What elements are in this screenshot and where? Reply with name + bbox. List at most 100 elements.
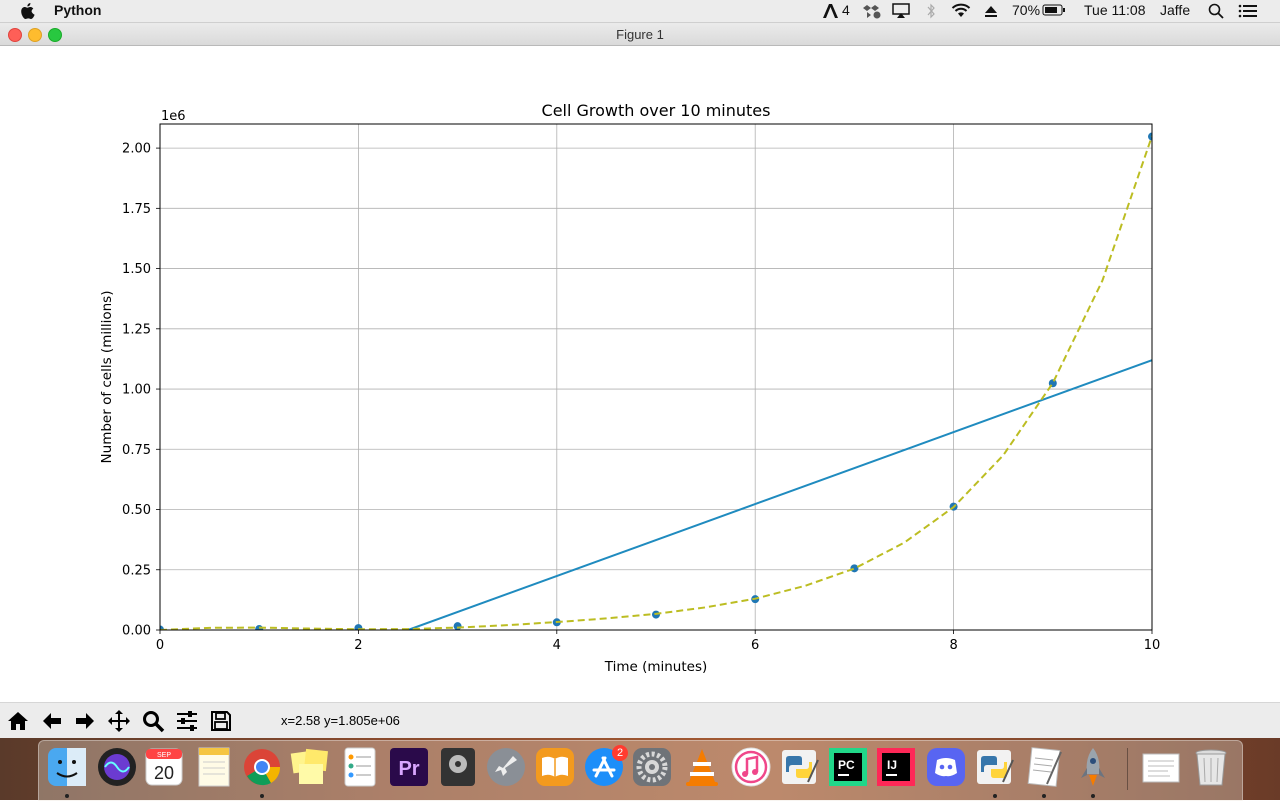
y-tick-label: 0.75 (122, 443, 151, 458)
system-preferences-icon[interactable] (631, 746, 673, 788)
y-tick-label: 1.25 (122, 322, 151, 337)
apple-icon[interactable] (20, 2, 36, 20)
preview-document-icon[interactable] (1140, 746, 1182, 788)
window-close-button[interactable] (8, 28, 22, 42)
vlc-icon[interactable] (681, 746, 723, 788)
dock-separator (1127, 748, 1128, 790)
intellij-idea-icon[interactable]: IJ (875, 746, 917, 788)
window-zoom-button[interactable] (48, 28, 62, 42)
y-tick-label: 0.50 (122, 503, 151, 518)
data-point (255, 625, 264, 630)
svg-text:Pr: Pr (398, 758, 419, 780)
user-name[interactable]: Jaffe (1160, 2, 1191, 18)
back-button[interactable] (37, 706, 67, 736)
dropbox-sync-icon[interactable] (862, 3, 882, 19)
bluetooth-icon[interactable] (926, 3, 936, 19)
grid (159, 124, 1153, 631)
stickies-icon[interactable] (289, 746, 331, 788)
textedit-running-indicator (1042, 794, 1046, 798)
x-tick-label: 2 (354, 638, 362, 653)
data-point (850, 564, 859, 573)
x-tick-label: 0 (156, 638, 164, 653)
pycharm-icon[interactable]: PC (827, 746, 869, 788)
forward-arrow-icon (76, 713, 94, 729)
axes-frame (159, 123, 1153, 631)
figure-canvas[interactable]: 0 2 4 6 8 10 0.00 0.25 0.50 0.75 1.00 1.25 1.50 1.75 2… (0, 46, 1280, 702)
navigation-toolbar: x=2.58 y=1.805e+06 (0, 702, 1280, 739)
app-store-update-badge: 2 (612, 745, 628, 761)
configure-subplots-icon (177, 711, 197, 731)
chrome-running-indicator (260, 794, 264, 798)
premiere-pro-icon[interactable]: Pr (388, 746, 430, 788)
x-axis-label: Time (minutes) (604, 659, 708, 675)
y-axis-offset-label: 1e6 (161, 109, 186, 124)
notes-icon[interactable] (193, 746, 235, 788)
home-icon (8, 712, 28, 730)
x-tick-label: 4 (553, 638, 561, 653)
python-launcher-2-icon[interactable] (973, 746, 1015, 788)
save-button[interactable] (206, 706, 236, 736)
window-minimize-button[interactable] (28, 28, 42, 42)
finder-icon[interactable] (46, 746, 88, 788)
calendar-month: SEP (157, 752, 171, 759)
trash-icon[interactable] (1190, 746, 1232, 788)
eject-icon[interactable] (984, 3, 998, 19)
notification-center-icon[interactable] (1238, 3, 1258, 19)
svg-text:PC: PC (838, 758, 855, 772)
exponential-fit-line (160, 135, 1152, 630)
wifi-icon[interactable] (950, 3, 972, 19)
data-point (1148, 132, 1152, 141)
rocket-running-indicator (1091, 794, 1095, 798)
airplay-icon[interactable] (892, 3, 910, 19)
y-tick-label: 1.75 (122, 202, 151, 217)
finder-running-indicator (65, 794, 69, 798)
clock[interactable]: Tue 11:08 (1084, 2, 1146, 18)
reminders-icon[interactable] (339, 746, 381, 788)
python-launcher-icon[interactable] (778, 746, 820, 788)
chart-title: Cell Growth over 10 minutes (542, 101, 771, 120)
forward-button[interactable] (70, 706, 100, 736)
data-point (453, 622, 462, 630)
window-title: Figure 1 (616, 27, 664, 42)
calendar-day: 20 (154, 763, 174, 783)
y-tick-label: 0.00 (122, 624, 151, 639)
svg-text:IJ: IJ (887, 758, 897, 772)
back-arrow-icon (43, 713, 61, 729)
rocket-app-icon[interactable] (1072, 746, 1114, 788)
series-layer (160, 132, 1152, 630)
x-tick-label: 8 (949, 638, 957, 653)
app-menu-python[interactable]: Python (54, 2, 102, 18)
pan-icon (108, 710, 130, 732)
home-button[interactable] (3, 706, 33, 736)
y-tick-label: 0.25 (122, 563, 151, 578)
textedit-icon[interactable] (1023, 746, 1065, 788)
calendar-icon[interactable]: SEP 20 (143, 746, 185, 788)
linear-fit-line (407, 359, 1152, 630)
siri-icon[interactable] (96, 746, 138, 788)
zoom-button[interactable] (138, 706, 168, 736)
menu-bar: Python 4 70% Tue 11:08 Jaffe (0, 0, 1280, 23)
battery-percentage: 70% (1012, 2, 1041, 18)
y-tick-label: 2.00 (122, 142, 151, 157)
discord-icon[interactable] (925, 746, 967, 788)
zoom-icon (143, 711, 165, 733)
adobe-creative-cloud-icon[interactable] (822, 3, 840, 19)
save-icon (211, 711, 231, 731)
chrome-icon[interactable] (241, 746, 283, 788)
x-tick-label: 10 (1144, 638, 1161, 653)
chart[interactable]: 0 2 4 6 8 10 0.00 0.25 0.50 0.75 1.00 1.25 1.50 1.75 2… (0, 46, 1280, 702)
launchpad-icon[interactable] (485, 746, 527, 788)
battery-icon[interactable] (1042, 3, 1066, 17)
x-tick-label: 6 (751, 638, 759, 653)
itunes-icon[interactable] (730, 746, 772, 788)
window-title-bar: Figure 1 (0, 23, 1280, 46)
books-icon[interactable] (534, 746, 576, 788)
pan-button[interactable] (104, 706, 134, 736)
python-running-indicator (993, 794, 997, 798)
y-tick-label: 1.50 (122, 262, 151, 277)
spotlight-search-icon[interactable] (1208, 3, 1224, 19)
configure-subplots-button[interactable] (172, 706, 202, 736)
y-axis-label: Number of cells (millions) (99, 291, 115, 464)
cursor-coordinates: x=2.58 y=1.805e+06 (281, 713, 400, 728)
logic-pro-icon[interactable] (437, 746, 479, 788)
